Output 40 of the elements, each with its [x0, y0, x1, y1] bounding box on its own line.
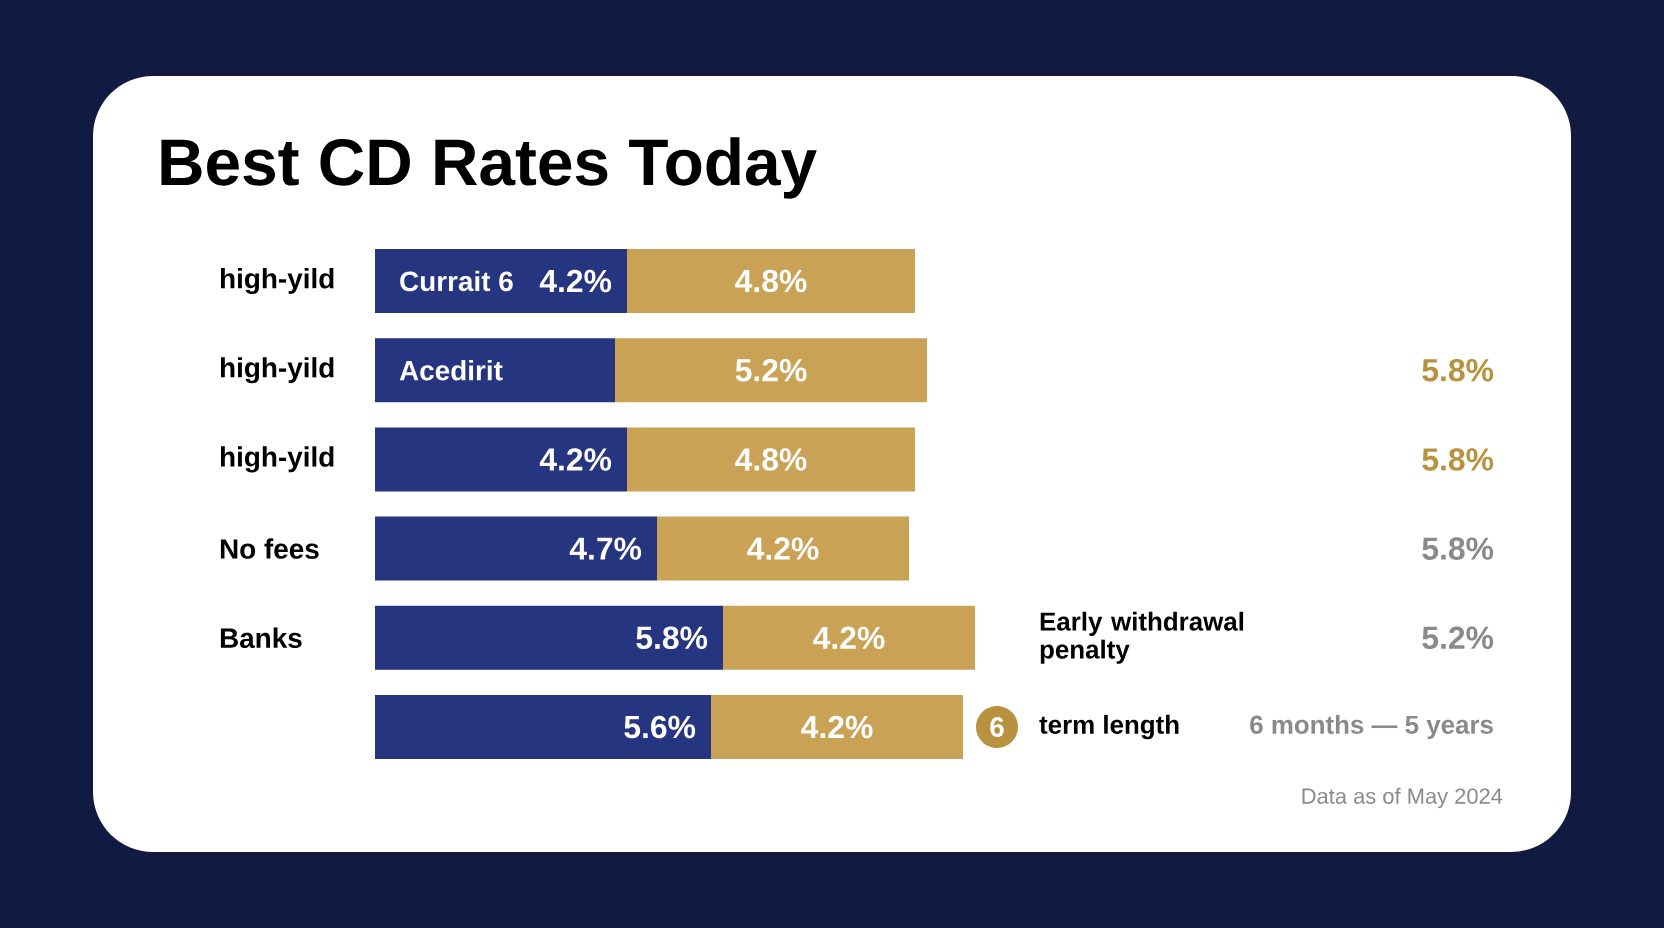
annotation: Currait 6 — [400, 270, 513, 292]
bar — [627, 249, 916, 314]
text: 6 — [990, 717, 1004, 737]
data-label: 5.6% — [624, 715, 696, 739]
data-label: 4.8% — [735, 448, 807, 471]
y-tick-label: high-yild — [220, 446, 334, 473]
bar — [615, 338, 928, 403]
bar — [657, 516, 910, 581]
data-label: 5.2% — [735, 358, 807, 382]
data-label: 4.8% — [735, 269, 807, 293]
y-tick-label: high-yild — [220, 357, 334, 384]
data-label: 5.8% — [636, 626, 708, 650]
bar — [375, 605, 724, 670]
data-label: 4.2% — [539, 269, 612, 293]
text: 5.8% — [1422, 448, 1494, 471]
bar — [375, 427, 628, 492]
bar — [375, 338, 616, 403]
bar — [627, 427, 916, 492]
text: Early withdrawal penalty — [1040, 611, 1244, 664]
chart-title: Best CD Rates Today — [161, 137, 817, 199]
data-label: 4.2% — [801, 715, 873, 739]
data-label: 4.7% — [569, 537, 642, 560]
text: 5.2% — [1422, 626, 1494, 650]
y-tick-label: No fees — [220, 538, 319, 559]
text: Data as of May 2024 — [1302, 787, 1503, 809]
text: 6 months — 5 years — [1250, 714, 1493, 740]
bar — [375, 516, 658, 581]
data-label: 4.2% — [539, 448, 612, 471]
y-tick-label: high-yild — [220, 267, 334, 295]
annotation: Acedirit — [399, 359, 503, 381]
bar — [375, 249, 628, 314]
data-label: 4.2% — [747, 537, 819, 560]
text: term length — [1039, 714, 1179, 740]
bar — [723, 605, 976, 670]
text: 5.8% — [1422, 537, 1494, 560]
bar — [711, 695, 964, 760]
text: 5.8% — [1422, 358, 1494, 382]
y-tick-label: Banks — [220, 627, 302, 649]
bar — [375, 695, 712, 760]
data-label: 4.2% — [813, 626, 885, 650]
